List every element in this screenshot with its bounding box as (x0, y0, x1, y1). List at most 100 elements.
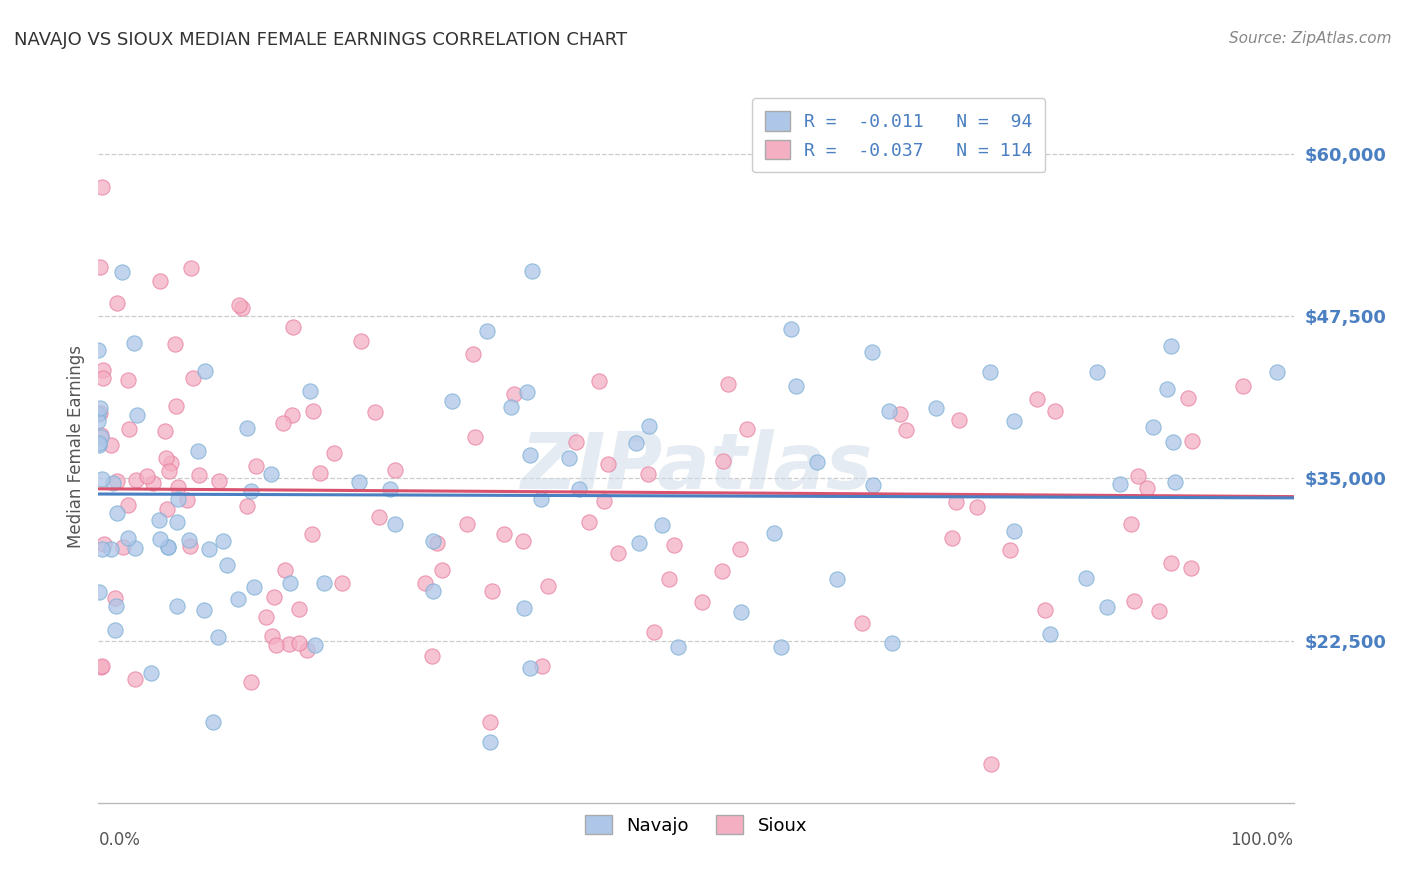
Point (100, 438, 122, 452)
Point (141, 665, 163, 680)
Point (499, 400, 522, 414)
Text: Source: ZipAtlas.com: Source: ZipAtlas.com (1229, 31, 1392, 46)
Point (156, 540, 179, 554)
Point (124, 672, 146, 686)
Point (117, 373, 139, 387)
Point (89, 406, 111, 420)
Point (87, 408, 110, 422)
Point (118, 422, 141, 436)
Point (87, 436, 110, 450)
Point (260, 629, 283, 643)
Point (879, 404, 901, 418)
Point (226, 591, 249, 606)
Y-axis label: Median Female Earnings: Median Female Earnings (66, 344, 84, 548)
Point (125, 474, 148, 488)
Point (167, 480, 190, 494)
Point (297, 642, 319, 657)
Point (236, 421, 259, 435)
Point (1126, 469, 1149, 483)
Point (288, 602, 311, 616)
Point (163, 337, 186, 351)
Point (998, 543, 1021, 558)
Point (350, 334, 373, 349)
Point (1074, 571, 1097, 585)
Point (240, 674, 263, 689)
Point (1232, 379, 1254, 393)
Point (894, 423, 917, 437)
Point (492, 527, 515, 541)
Point (461, 347, 484, 361)
Point (880, 636, 903, 650)
Point (1002, 414, 1025, 428)
Point (188, 467, 211, 482)
Point (531, 659, 554, 673)
Point (240, 483, 263, 498)
Point (1123, 594, 1146, 608)
Point (364, 405, 387, 419)
Point (980, 756, 1002, 771)
Point (197, 542, 219, 557)
Point (578, 515, 600, 529)
Point (159, 456, 181, 470)
Point (124, 541, 146, 555)
Legend: Navajo, Sioux: Navajo, Sioux (576, 805, 815, 844)
Point (1002, 524, 1025, 538)
Text: 0.0%: 0.0% (98, 831, 141, 849)
Point (148, 512, 170, 526)
Point (1177, 391, 1199, 405)
Point (156, 502, 179, 516)
Point (347, 475, 370, 490)
Point (330, 576, 353, 591)
Point (90, 659, 112, 673)
Point (516, 384, 538, 399)
Point (1026, 392, 1049, 406)
Point (530, 491, 553, 506)
Point (93, 371, 115, 385)
Point (519, 660, 541, 674)
Point (91, 472, 114, 486)
Point (243, 580, 266, 594)
Point (156, 540, 179, 554)
Point (588, 374, 610, 388)
Point (651, 518, 673, 533)
Point (283, 319, 305, 334)
Point (101, 475, 124, 490)
Point (420, 649, 443, 664)
Point (785, 379, 807, 393)
Point (763, 525, 786, 540)
Point (89, 401, 111, 416)
Point (301, 403, 323, 417)
Point (215, 558, 238, 573)
Point (536, 579, 558, 593)
Point (780, 322, 803, 336)
Point (475, 324, 498, 338)
Text: 100.0%: 100.0% (1230, 831, 1294, 849)
Point (201, 714, 224, 729)
Point (231, 301, 253, 315)
Point (271, 416, 294, 430)
Point (519, 448, 541, 462)
Point (1108, 477, 1130, 491)
Point (87, 414, 110, 428)
Point (149, 533, 172, 547)
Point (155, 450, 177, 465)
Point (728, 542, 751, 557)
Point (628, 536, 651, 550)
Point (100, 541, 122, 556)
Point (478, 734, 501, 748)
Point (440, 394, 463, 409)
Point (730, 605, 752, 619)
Point (179, 533, 201, 548)
Point (104, 623, 127, 637)
Point (90, 659, 112, 673)
Point (666, 640, 689, 654)
Point (301, 527, 323, 541)
Point (1147, 604, 1170, 618)
Point (90, 428, 112, 442)
Point (104, 591, 127, 605)
Point (1095, 599, 1118, 614)
Point (254, 610, 277, 624)
Point (607, 546, 630, 560)
Point (941, 531, 963, 545)
Point (1181, 434, 1204, 448)
